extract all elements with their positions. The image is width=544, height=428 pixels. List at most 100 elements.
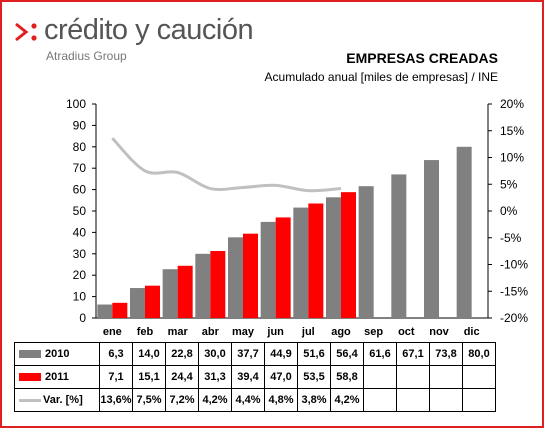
table-cell: 39,4 xyxy=(231,365,265,389)
bar-2011 xyxy=(308,203,324,318)
table-cell xyxy=(396,388,430,412)
table-cell xyxy=(396,365,430,389)
bar-2010 xyxy=(130,288,145,318)
bar-2011 xyxy=(145,285,160,318)
y2-tick-label: 15% xyxy=(500,124,524,138)
table-cell: 6,3 xyxy=(99,342,133,366)
table-cell: 7,5% xyxy=(132,388,166,412)
bar-2010 xyxy=(326,197,341,318)
x-tick-label: nov xyxy=(429,326,449,338)
y-tick-label: 100 xyxy=(66,97,86,111)
table-cell: 73,8 xyxy=(429,342,463,366)
table-row: 2011 7,1 15,1 24,4 31,3 39,4 47,0 53,5 58,8 xyxy=(14,365,496,389)
brand-name: crédito y caución xyxy=(44,14,254,46)
table-cell: 4,2% xyxy=(198,388,232,412)
table-cell: 80,0 xyxy=(462,342,496,366)
y-tick-label: 40 xyxy=(73,225,87,239)
table-cell: 22,8 xyxy=(165,342,199,366)
legend-swatch xyxy=(19,350,41,359)
x-tick-label: may xyxy=(232,326,255,338)
legend-entry: Var. [%] xyxy=(14,388,100,412)
table-cell xyxy=(363,365,397,389)
legend-entry: 2011 xyxy=(14,365,100,389)
y2-tick-label: 5% xyxy=(500,177,518,191)
y-tick-label: 20 xyxy=(73,268,87,282)
table-cell: 14,0 xyxy=(132,342,166,366)
table-cell: 3,8% xyxy=(297,388,331,412)
bar-2010 xyxy=(195,253,211,318)
table-row: Var. [%] 13,6% 7,5% 7,2% 4,2% 4,4% 4,8% 3,8% 4,2… xyxy=(14,388,496,412)
table-cell: 61,6 xyxy=(363,342,397,366)
table-cell: 4,2% xyxy=(330,388,364,412)
y2-tick-label: 0% xyxy=(500,204,518,218)
bar-2010 xyxy=(293,207,309,318)
x-tick-label: ene xyxy=(103,326,122,338)
y2-tick-label: 20% xyxy=(500,97,524,111)
table-cell: 58,8 xyxy=(330,365,364,389)
bar-2011 xyxy=(210,251,226,318)
bar-2011 xyxy=(177,265,193,318)
bar-2010 xyxy=(391,174,407,318)
x-tick-label: sep xyxy=(364,326,383,338)
table-cell: 7,1 xyxy=(99,365,133,389)
y-tick-label: 80 xyxy=(73,140,87,154)
table-row: 2010 6,3 14,0 22,8 30,0 37,7 44,9 51,6 56,4 61,6 6… xyxy=(14,342,496,366)
brand-chevron-icon xyxy=(15,22,37,42)
y2-tick-label: 10% xyxy=(500,151,524,165)
x-tick-label: abr xyxy=(202,326,220,338)
table-cell: 15,1 xyxy=(132,365,166,389)
bar-2010 xyxy=(97,304,113,318)
table-cell: 51,6 xyxy=(297,342,331,366)
table-cell: 56,4 xyxy=(330,342,364,366)
bar-2011 xyxy=(275,217,291,318)
table-cell: 31,3 xyxy=(198,365,232,389)
table-cell: 13,6% xyxy=(99,388,133,412)
y-tick-label: 10 xyxy=(73,290,87,304)
legend-label: 2010 xyxy=(45,348,70,360)
x-tick-label: jun xyxy=(266,326,284,338)
legend-swatch xyxy=(19,373,41,382)
table-cell: 4,4% xyxy=(231,388,265,412)
bar-2011 xyxy=(341,192,356,318)
line-Var. [%] xyxy=(111,137,342,193)
table-cell: 4,8% xyxy=(264,388,298,412)
y-tick-label: 0 xyxy=(79,311,86,325)
legend-label: 2011 xyxy=(45,371,69,383)
data-table: 2010 6,3 14,0 22,8 30,0 37,7 44,9 51,6 56,4 61,6 6… xyxy=(14,342,496,412)
y2-tick-label: -10% xyxy=(500,258,528,272)
y-tick-label: 70 xyxy=(73,161,87,175)
brand-subtitle: Atradius Group xyxy=(46,49,127,63)
y2-tick-label: -15% xyxy=(500,284,528,298)
chart-plot: 0 10 20 30 40 50 60 70 80 90 100 -20% -15% -10% -5% 0% 5… xyxy=(66,97,528,338)
table-cell: 37,7 xyxy=(231,342,265,366)
x-tick-label: mar xyxy=(168,326,189,338)
bar-2010 xyxy=(162,269,178,318)
table-cell: 53,5 xyxy=(297,365,331,389)
legend-swatch xyxy=(19,398,41,402)
bar-2010 xyxy=(228,237,243,318)
y2-tick-label: -5% xyxy=(500,231,522,245)
y-tick-label: 50 xyxy=(73,204,87,218)
table-cell xyxy=(429,388,463,412)
table-cell: 67,1 xyxy=(396,342,430,366)
x-tick-label: dic xyxy=(464,326,480,338)
table-cell: 24,4 xyxy=(165,365,199,389)
table-cell xyxy=(429,365,463,389)
chart-title: EMPRESAS CREADAS xyxy=(346,50,498,66)
table-cell: 44,9 xyxy=(264,342,298,366)
x-tick-label: oct xyxy=(398,326,415,338)
table-cell: 47,0 xyxy=(264,365,298,389)
table-cell xyxy=(462,365,496,389)
y-tick-label: 30 xyxy=(73,247,87,261)
x-tick-label: jul xyxy=(301,326,315,338)
table-cell: 30,0 xyxy=(198,342,232,366)
table-cell: 7,2% xyxy=(165,388,199,412)
y2-tick-label: -20% xyxy=(500,311,528,325)
x-tick-label: ago xyxy=(331,326,351,338)
bar-2011 xyxy=(112,302,128,318)
x-tick-label: feb xyxy=(137,326,154,338)
legend-entry: 2010 xyxy=(14,342,100,366)
bar-2010 xyxy=(358,186,374,318)
table-cell xyxy=(363,388,397,412)
brand-logo: crédito y caución Atradius Group xyxy=(14,14,274,64)
